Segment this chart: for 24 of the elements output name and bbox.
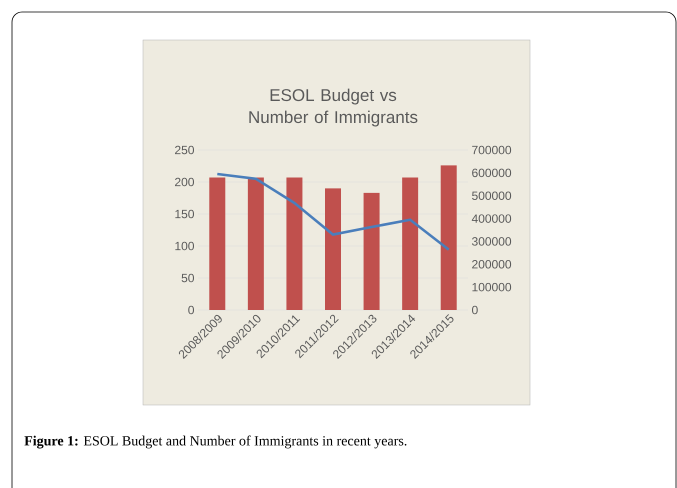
y2-tick-label: 700000 xyxy=(472,146,512,154)
y-tick-label: 250 xyxy=(175,146,194,154)
y-tick-label: 200 xyxy=(175,178,194,186)
bar xyxy=(364,192,380,310)
bar xyxy=(286,178,302,310)
bar xyxy=(325,188,342,310)
y-tick-label: 50 xyxy=(182,274,194,282)
y2-tick-label: 200000 xyxy=(472,260,512,269)
y2-tick-label: 100000 xyxy=(472,282,512,292)
chart-title: ESOL Budget vs Number of Immigrants xyxy=(249,88,418,126)
y2-tick-label: 300000 xyxy=(472,237,512,246)
bar xyxy=(248,178,264,310)
y2-tick-label: 0 xyxy=(472,306,478,314)
y2-tick-label: 500000 xyxy=(472,191,512,200)
line-series xyxy=(216,172,450,251)
y2-tick-label: 400000 xyxy=(472,214,512,223)
y-tick-label: 100 xyxy=(175,242,194,250)
text: Figure 1: ESOL Budget and Number of Immigrants in recent years. xyxy=(24,436,406,448)
y2-tick-label: 600000 xyxy=(472,168,512,178)
bar xyxy=(402,178,418,310)
bar xyxy=(440,165,457,310)
bar xyxy=(209,178,226,310)
y-tick-label: 0 xyxy=(188,306,194,314)
y-tick-label: 150 xyxy=(175,210,194,218)
